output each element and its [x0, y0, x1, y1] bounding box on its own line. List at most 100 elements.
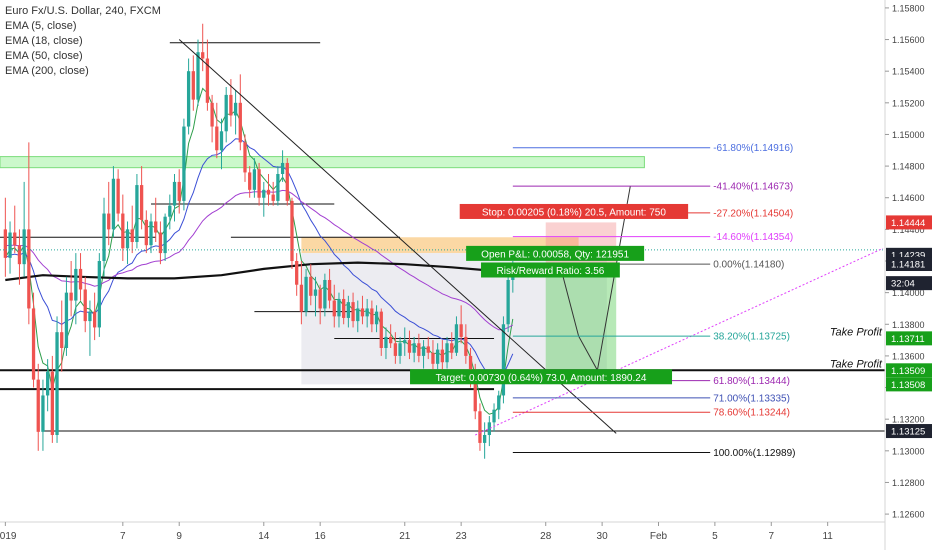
- candle-body: [50, 371, 54, 435]
- candle-body: [168, 205, 172, 217]
- candle-down: [92, 292, 97, 341]
- candle-body: [229, 94, 233, 116]
- x-tick-label: 16: [315, 531, 327, 542]
- candle-up: [403, 327, 407, 356]
- candle-down: [417, 333, 421, 363]
- candle-up: [313, 276, 318, 317]
- fib-level-label: -41.40%(1.14673): [713, 182, 793, 193]
- price-tag-bg: [886, 377, 932, 392]
- candle-body: [431, 352, 435, 364]
- drawings-layer: [0, 39, 885, 436]
- x-tick-label: 9: [176, 531, 182, 542]
- candle-down: [393, 332, 398, 364]
- trend-line: [178, 39, 617, 434]
- x-tick-label: 7: [120, 531, 126, 542]
- candle-body: [45, 371, 50, 396]
- price-axis-layer: 1.15800 1.15600 1.15400 1.15200 1.15000 1.148…: [884, 0, 932, 550]
- candle-body: [398, 343, 402, 356]
- candle-body: [351, 302, 355, 322]
- candle-down: [342, 289, 346, 325]
- candle-down: [31, 292, 36, 388]
- x-tick-label: 11: [822, 531, 833, 542]
- candle-down: [215, 102, 219, 159]
- y-tick-label: 1.12600: [892, 510, 925, 520]
- legend-ema5[interactable]: EMA (5, close): [5, 20, 77, 32]
- candle-body: [3, 229, 7, 258]
- candle-up: [135, 174, 139, 249]
- candle-body: [393, 343, 398, 356]
- candle-body: [309, 276, 313, 296]
- candle-down: [266, 174, 271, 206]
- candle-body: [374, 311, 379, 325]
- candle-body: [365, 308, 369, 317]
- candle-body: [248, 172, 252, 190]
- candle-up: [506, 268, 510, 333]
- candle-up: [487, 416, 491, 447]
- candle-up: [55, 316, 59, 443]
- x-tick-label: 14: [258, 531, 270, 542]
- price-tag-bg: [886, 331, 932, 346]
- candle-body: [342, 298, 346, 318]
- candle-down: [257, 162, 261, 206]
- candle-body: [417, 343, 421, 356]
- candle-body: [445, 343, 449, 363]
- candle-body: [238, 102, 242, 143]
- candle-body: [478, 411, 482, 443]
- profit-zone: [545, 264, 617, 371]
- candle-down: [407, 330, 412, 360]
- projection-path: [559, 186, 631, 372]
- candle-body: [285, 162, 289, 201]
- price-tag: 1.14181: [891, 260, 925, 271]
- x-tick-label: 23: [456, 531, 468, 542]
- x-tick-label: 28: [540, 531, 552, 542]
- candle-down: [351, 292, 355, 328]
- candle-body: [384, 336, 388, 348]
- price-tag: 32:04: [891, 279, 915, 290]
- risk-reward-label: Risk/Reward Ratio: 3.56: [497, 266, 605, 277]
- candle-down: [243, 134, 247, 182]
- price-tag: 1.13125: [891, 427, 925, 438]
- candle-down: [78, 253, 83, 301]
- fib-level-label: 61.80%(1.13444): [713, 376, 790, 387]
- candle-down: [370, 300, 374, 333]
- candle-down: [107, 181, 111, 246]
- time-axis-layer: 2019 7 9 14 16 21 23 28 30 Feb 5 7 11: [0, 521, 885, 542]
- green-zone: [0, 156, 645, 169]
- candle-body: [459, 324, 463, 337]
- y-tick-label: 1.15400: [892, 67, 925, 77]
- candle-up: [97, 253, 101, 337]
- candle-body: [436, 349, 440, 364]
- candle-body: [426, 346, 430, 353]
- candle-body: [8, 232, 12, 258]
- candle-down: [238, 74, 242, 151]
- candle-body: [252, 169, 257, 190]
- y-tick-label: 1.14000: [892, 288, 925, 298]
- candle-down: [191, 55, 195, 111]
- legend-ema200[interactable]: EMA (200, close): [5, 65, 89, 77]
- candle-body: [125, 229, 130, 249]
- candle-down: [327, 268, 332, 309]
- candle-body: [13, 232, 17, 246]
- stop-label-bg: [459, 203, 689, 219]
- candle-body: [403, 340, 407, 344]
- candle-down: [309, 264, 313, 306]
- open-pl-label-bg: [466, 245, 645, 261]
- symbol-title: Euro Fx/U.S. Dollar, 240, FXCM: [5, 5, 161, 17]
- fib-level-label: 38.20%(1.13725): [713, 332, 790, 343]
- candle-up: [64, 276, 69, 356]
- candle-down: [290, 197, 294, 269]
- candle-down: [69, 261, 73, 317]
- y-tick-label: 1.13000: [892, 446, 925, 456]
- price-tag: 1.13508: [891, 380, 925, 391]
- legend-ema50[interactable]: EMA (50, close): [5, 50, 83, 62]
- candle-body: [154, 221, 158, 233]
- candle-down: [116, 169, 120, 222]
- y-tick-label: 1.12800: [892, 478, 925, 488]
- legend-ema18[interactable]: EMA (18, close): [5, 35, 83, 47]
- candle-body: [144, 219, 148, 246]
- price-tag-bg: [886, 257, 932, 272]
- candle-up: [384, 327, 388, 360]
- candle-body: [482, 435, 487, 443]
- candle-body: [210, 102, 214, 127]
